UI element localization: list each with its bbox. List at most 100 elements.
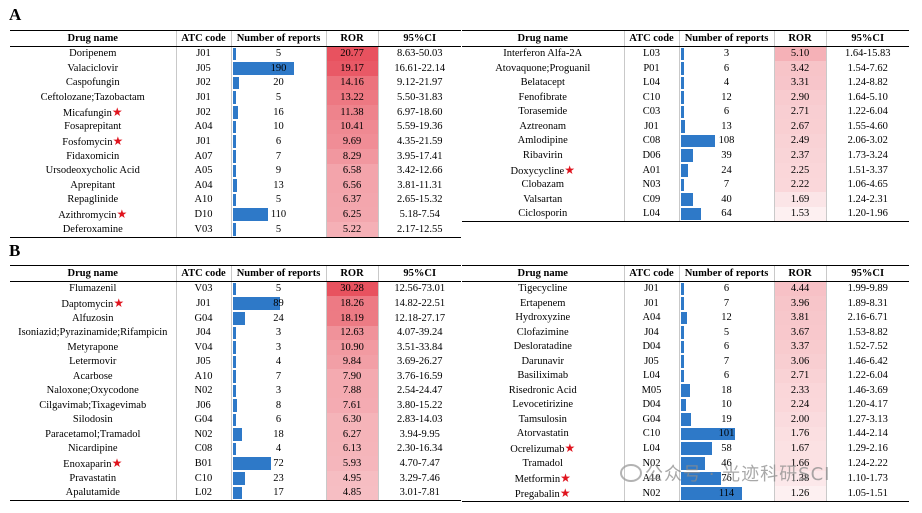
ci-value: 3.80-15.22 <box>377 398 461 413</box>
number-of-reports-cell: 7 <box>230 369 326 384</box>
drug-name-cell: Flumazenil <box>10 281 176 296</box>
report-count-bar <box>232 384 236 397</box>
drug-name: Micafungin <box>62 107 112 119</box>
ci-value: 1.89-8.31 <box>825 296 909 311</box>
table-row: Valsartan C09 40 1.69 1.24-2.31 <box>462 192 909 207</box>
ror-value: 2.33 <box>773 383 826 398</box>
ci-value: 12.56-73.01 <box>377 281 461 296</box>
number-of-reports-cell: 7 <box>678 177 774 192</box>
report-count-bar <box>680 163 689 177</box>
atc-code: L04 <box>623 206 679 222</box>
header-drug-name: Drug name <box>10 30 176 47</box>
drug-name-cell: Tamsulosin <box>462 412 624 427</box>
ror-value: 18.26 <box>325 296 378 311</box>
report-count-bar <box>680 62 684 75</box>
drug-name-cell: Doxycycline★ <box>462 163 624 178</box>
wechat-icon <box>620 464 642 482</box>
ror-value: 2.49 <box>773 133 826 148</box>
table-row: Tramadol N02 46 1.66 1.24-2.22 <box>462 456 909 471</box>
report-count-bar <box>680 193 694 206</box>
ror-value: 2.25 <box>773 162 826 178</box>
ror-value: 7.88 <box>325 383 378 398</box>
table-row: Fidaxomicin A07 7 8.29 3.95-17.41 <box>10 149 461 164</box>
table-row: Paracetamol;Tramadol N02 18 6.27 3.94-9.95 <box>10 427 461 442</box>
report-count-bar <box>232 135 236 148</box>
number-of-reports-cell: 16 <box>230 104 326 120</box>
report-count: 5 <box>275 223 282 235</box>
table-b-2: Drug name ATC code Number of reports ROR 95%… <box>462 265 909 502</box>
ror-value: 3.81 <box>773 310 826 325</box>
ci-value: 1.22-6.04 <box>825 368 909 383</box>
atc-code: V04 <box>175 340 231 355</box>
atc-code: A04 <box>175 119 231 134</box>
drug-name-cell: Torasemide <box>462 105 624 120</box>
number-of-reports-cell: 5 <box>230 90 326 105</box>
table-row: Valaciclovir J05 190 19.17 16.61-22.14 <box>10 61 461 76</box>
report-count: 110 <box>270 209 287 220</box>
report-count-bar <box>680 355 685 368</box>
atc-code: C10 <box>175 471 231 486</box>
number-of-reports-cell: 6 <box>678 61 774 76</box>
ci-value: 2.06-3.02 <box>825 133 909 148</box>
ror-value: 5.10 <box>773 46 826 61</box>
ror-value: 3.42 <box>773 61 826 76</box>
report-count: 40 <box>721 193 732 205</box>
report-count-bar <box>232 150 236 163</box>
atc-code: M05 <box>623 383 679 398</box>
ror-value: 2.71 <box>773 104 826 119</box>
ror-value: 13.22 <box>325 90 378 105</box>
report-count: 13 <box>721 120 732 132</box>
report-count-bar <box>232 472 245 485</box>
drug-name-cell: Clofazimine <box>462 325 624 340</box>
report-count-bar <box>680 457 706 470</box>
table-row: Alfuzosin G04 24 18.19 12.18-27.17 <box>10 311 461 326</box>
header-number-of-reports: Number of reports <box>678 30 774 47</box>
report-count: 8 <box>275 399 282 411</box>
ror-value: 2.71 <box>773 368 826 383</box>
report-count: 4 <box>275 443 282 455</box>
atc-code: J02 <box>175 75 231 90</box>
drug-name-cell: Amlodipine <box>462 134 624 149</box>
number-of-reports-cell: 9 <box>230 163 326 178</box>
ror-value: 5.22 <box>325 222 378 238</box>
drug-name-cell: Ertapenem <box>462 296 624 311</box>
number-of-reports-cell: 18 <box>230 427 326 442</box>
drug-name: Ceftolozane;Tazobactam <box>40 91 145 103</box>
ci-value: 1.06-4.65 <box>825 177 909 192</box>
number-of-reports-cell: 4 <box>678 75 774 90</box>
report-count: 6 <box>723 283 730 295</box>
report-count: 13 <box>273 179 284 191</box>
drug-name: Letermovir <box>69 356 117 368</box>
drug-name: Metformin <box>514 473 561 485</box>
atc-code: J06 <box>175 398 231 413</box>
report-count-bar <box>680 369 684 382</box>
header-drug-name: Drug name <box>462 265 624 282</box>
ci-value: 4.35-21.59 <box>377 134 461 149</box>
ci-value: 2.83-14.03 <box>377 412 461 427</box>
header-atc-code: ATC code <box>175 265 231 282</box>
atc-code: N03 <box>623 177 679 192</box>
atc-code: N02 <box>175 383 231 398</box>
number-of-reports-cell: 6 <box>678 281 774 296</box>
drug-name: Belatacept <box>520 77 565 89</box>
drug-name-cell: Clobazam <box>462 178 624 193</box>
report-count: 46 <box>721 457 732 469</box>
drug-name: Interferon Alfa-2A <box>503 48 583 60</box>
table-row: Doxycycline★ A01 24 2.25 1.51-3.37 <box>462 162 909 178</box>
drug-name: Nicardipine <box>67 443 118 455</box>
drug-name-cell: Tramadol <box>462 456 624 471</box>
ror-value: 30.28 <box>325 281 378 296</box>
table-row: Belatacept L04 4 3.31 1.24-8.82 <box>462 75 909 90</box>
ci-value: 1.54-7.62 <box>825 61 909 76</box>
ci-value: 1.44-2.14 <box>825 426 909 441</box>
number-of-reports-cell: 7 <box>678 354 774 369</box>
drug-name-cell: Atovaquone;Proguanil <box>462 61 624 76</box>
table-row: Amlodipine C08 108 2.49 2.06-3.02 <box>462 133 909 149</box>
number-of-reports-cell: 3 <box>230 383 326 398</box>
table-row: Tamsulosin G04 19 2.00 1.27-3.13 <box>462 412 909 427</box>
drug-name: Caspofungin <box>65 77 120 89</box>
report-count-bar <box>680 149 694 162</box>
table-header-row: Drug name ATC code Number of reports ROR 95%… <box>10 265 461 282</box>
report-count-bar <box>680 413 691 426</box>
atc-code: C10 <box>623 90 679 105</box>
